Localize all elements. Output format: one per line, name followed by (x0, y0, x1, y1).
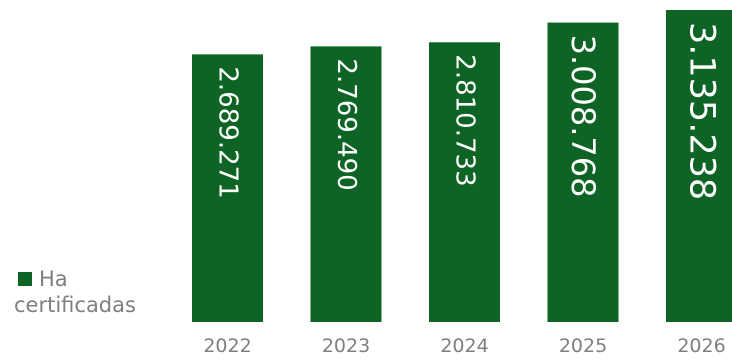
data-label-2026: 3.135.238 (682, 22, 722, 200)
bar-2024 (429, 42, 500, 322)
bar-2023 (310, 46, 382, 323)
data-label-2022: 2.689.271 (213, 66, 243, 198)
data-label-2023: 2.769.490 (331, 58, 361, 190)
x-tick-label-2026: 2026 (677, 335, 725, 357)
legend-label-line1: Ha (39, 267, 68, 291)
legend-swatch (18, 272, 32, 286)
bar-2022 (192, 54, 263, 323)
legend-label-line2: certificadas (14, 293, 136, 317)
legend: Ha certificadas (14, 266, 136, 318)
x-tick-label-2025: 2025 (559, 335, 607, 357)
data-label-2024: 2.810.733 (450, 54, 480, 186)
x-tick-label-2023: 2023 (322, 335, 370, 357)
bar-2026 (666, 10, 732, 322)
data-label-2025: 3.008.768 (564, 35, 602, 198)
bar-2025 (547, 22, 619, 322)
x-tick-label-2024: 2024 (440, 335, 488, 357)
x-tick-label-2022: 2022 (203, 335, 251, 357)
